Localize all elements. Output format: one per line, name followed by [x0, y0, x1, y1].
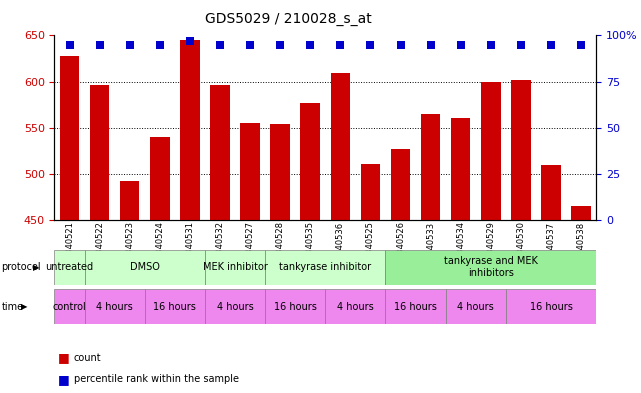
Bar — [90, 85, 110, 220]
Bar — [506, 289, 596, 324]
Text: count: count — [74, 353, 101, 363]
Bar — [541, 165, 561, 220]
Bar — [451, 119, 470, 220]
Text: 16 hours: 16 hours — [529, 301, 572, 312]
Bar — [205, 250, 265, 285]
Bar — [511, 80, 531, 220]
Point — [215, 41, 225, 48]
Point — [546, 41, 556, 48]
Point — [365, 41, 376, 48]
Bar — [271, 124, 290, 220]
Bar — [265, 289, 326, 324]
Bar — [210, 85, 229, 220]
Bar — [326, 289, 385, 324]
Bar — [385, 289, 445, 324]
Bar — [571, 206, 591, 220]
Point — [426, 41, 436, 48]
Bar — [391, 149, 410, 220]
Text: 16 hours: 16 hours — [153, 301, 196, 312]
Text: 16 hours: 16 hours — [394, 301, 437, 312]
Bar — [385, 250, 596, 285]
Bar — [331, 73, 350, 220]
Bar — [240, 123, 260, 220]
Point — [395, 41, 406, 48]
Bar — [120, 181, 140, 220]
Bar — [54, 250, 85, 285]
Text: DMSO: DMSO — [130, 262, 160, 272]
Bar — [85, 250, 205, 285]
Text: 4 hours: 4 hours — [337, 301, 374, 312]
Text: 4 hours: 4 hours — [458, 301, 494, 312]
Point — [486, 41, 496, 48]
Point — [275, 41, 285, 48]
Bar — [265, 250, 385, 285]
Text: tankyrase and MEK
inhibitors: tankyrase and MEK inhibitors — [444, 257, 538, 278]
Bar — [481, 82, 501, 220]
Bar — [301, 103, 320, 220]
Point — [124, 41, 135, 48]
Bar — [54, 289, 85, 324]
Text: ■: ■ — [58, 351, 69, 364]
Point — [576, 41, 587, 48]
Text: ▶: ▶ — [33, 263, 40, 272]
Point — [245, 41, 255, 48]
Text: ■: ■ — [58, 373, 69, 386]
Point — [94, 41, 104, 48]
Text: 4 hours: 4 hours — [217, 301, 253, 312]
Point — [185, 38, 195, 44]
Bar — [205, 289, 265, 324]
Bar — [85, 289, 145, 324]
Text: control: control — [53, 301, 87, 312]
Text: time: time — [1, 301, 24, 312]
Bar — [145, 289, 205, 324]
Text: percentile rank within the sample: percentile rank within the sample — [74, 374, 238, 384]
Text: 4 hours: 4 hours — [96, 301, 133, 312]
Text: ▶: ▶ — [21, 302, 28, 311]
Bar — [180, 40, 200, 220]
Point — [305, 41, 315, 48]
Point — [516, 41, 526, 48]
Point — [456, 41, 466, 48]
Text: 16 hours: 16 hours — [274, 301, 317, 312]
Bar — [445, 289, 506, 324]
Bar — [361, 164, 380, 220]
Text: tankyrase inhibitor: tankyrase inhibitor — [279, 262, 371, 272]
Point — [335, 41, 345, 48]
Text: MEK inhibitor: MEK inhibitor — [203, 262, 267, 272]
Point — [154, 41, 165, 48]
Bar — [60, 56, 79, 220]
Bar — [421, 114, 440, 220]
Point — [64, 41, 74, 48]
Bar — [150, 137, 170, 220]
Text: untreated: untreated — [46, 262, 94, 272]
Text: GDS5029 / 210028_s_at: GDS5029 / 210028_s_at — [205, 12, 372, 26]
Text: protocol: protocol — [1, 262, 41, 272]
